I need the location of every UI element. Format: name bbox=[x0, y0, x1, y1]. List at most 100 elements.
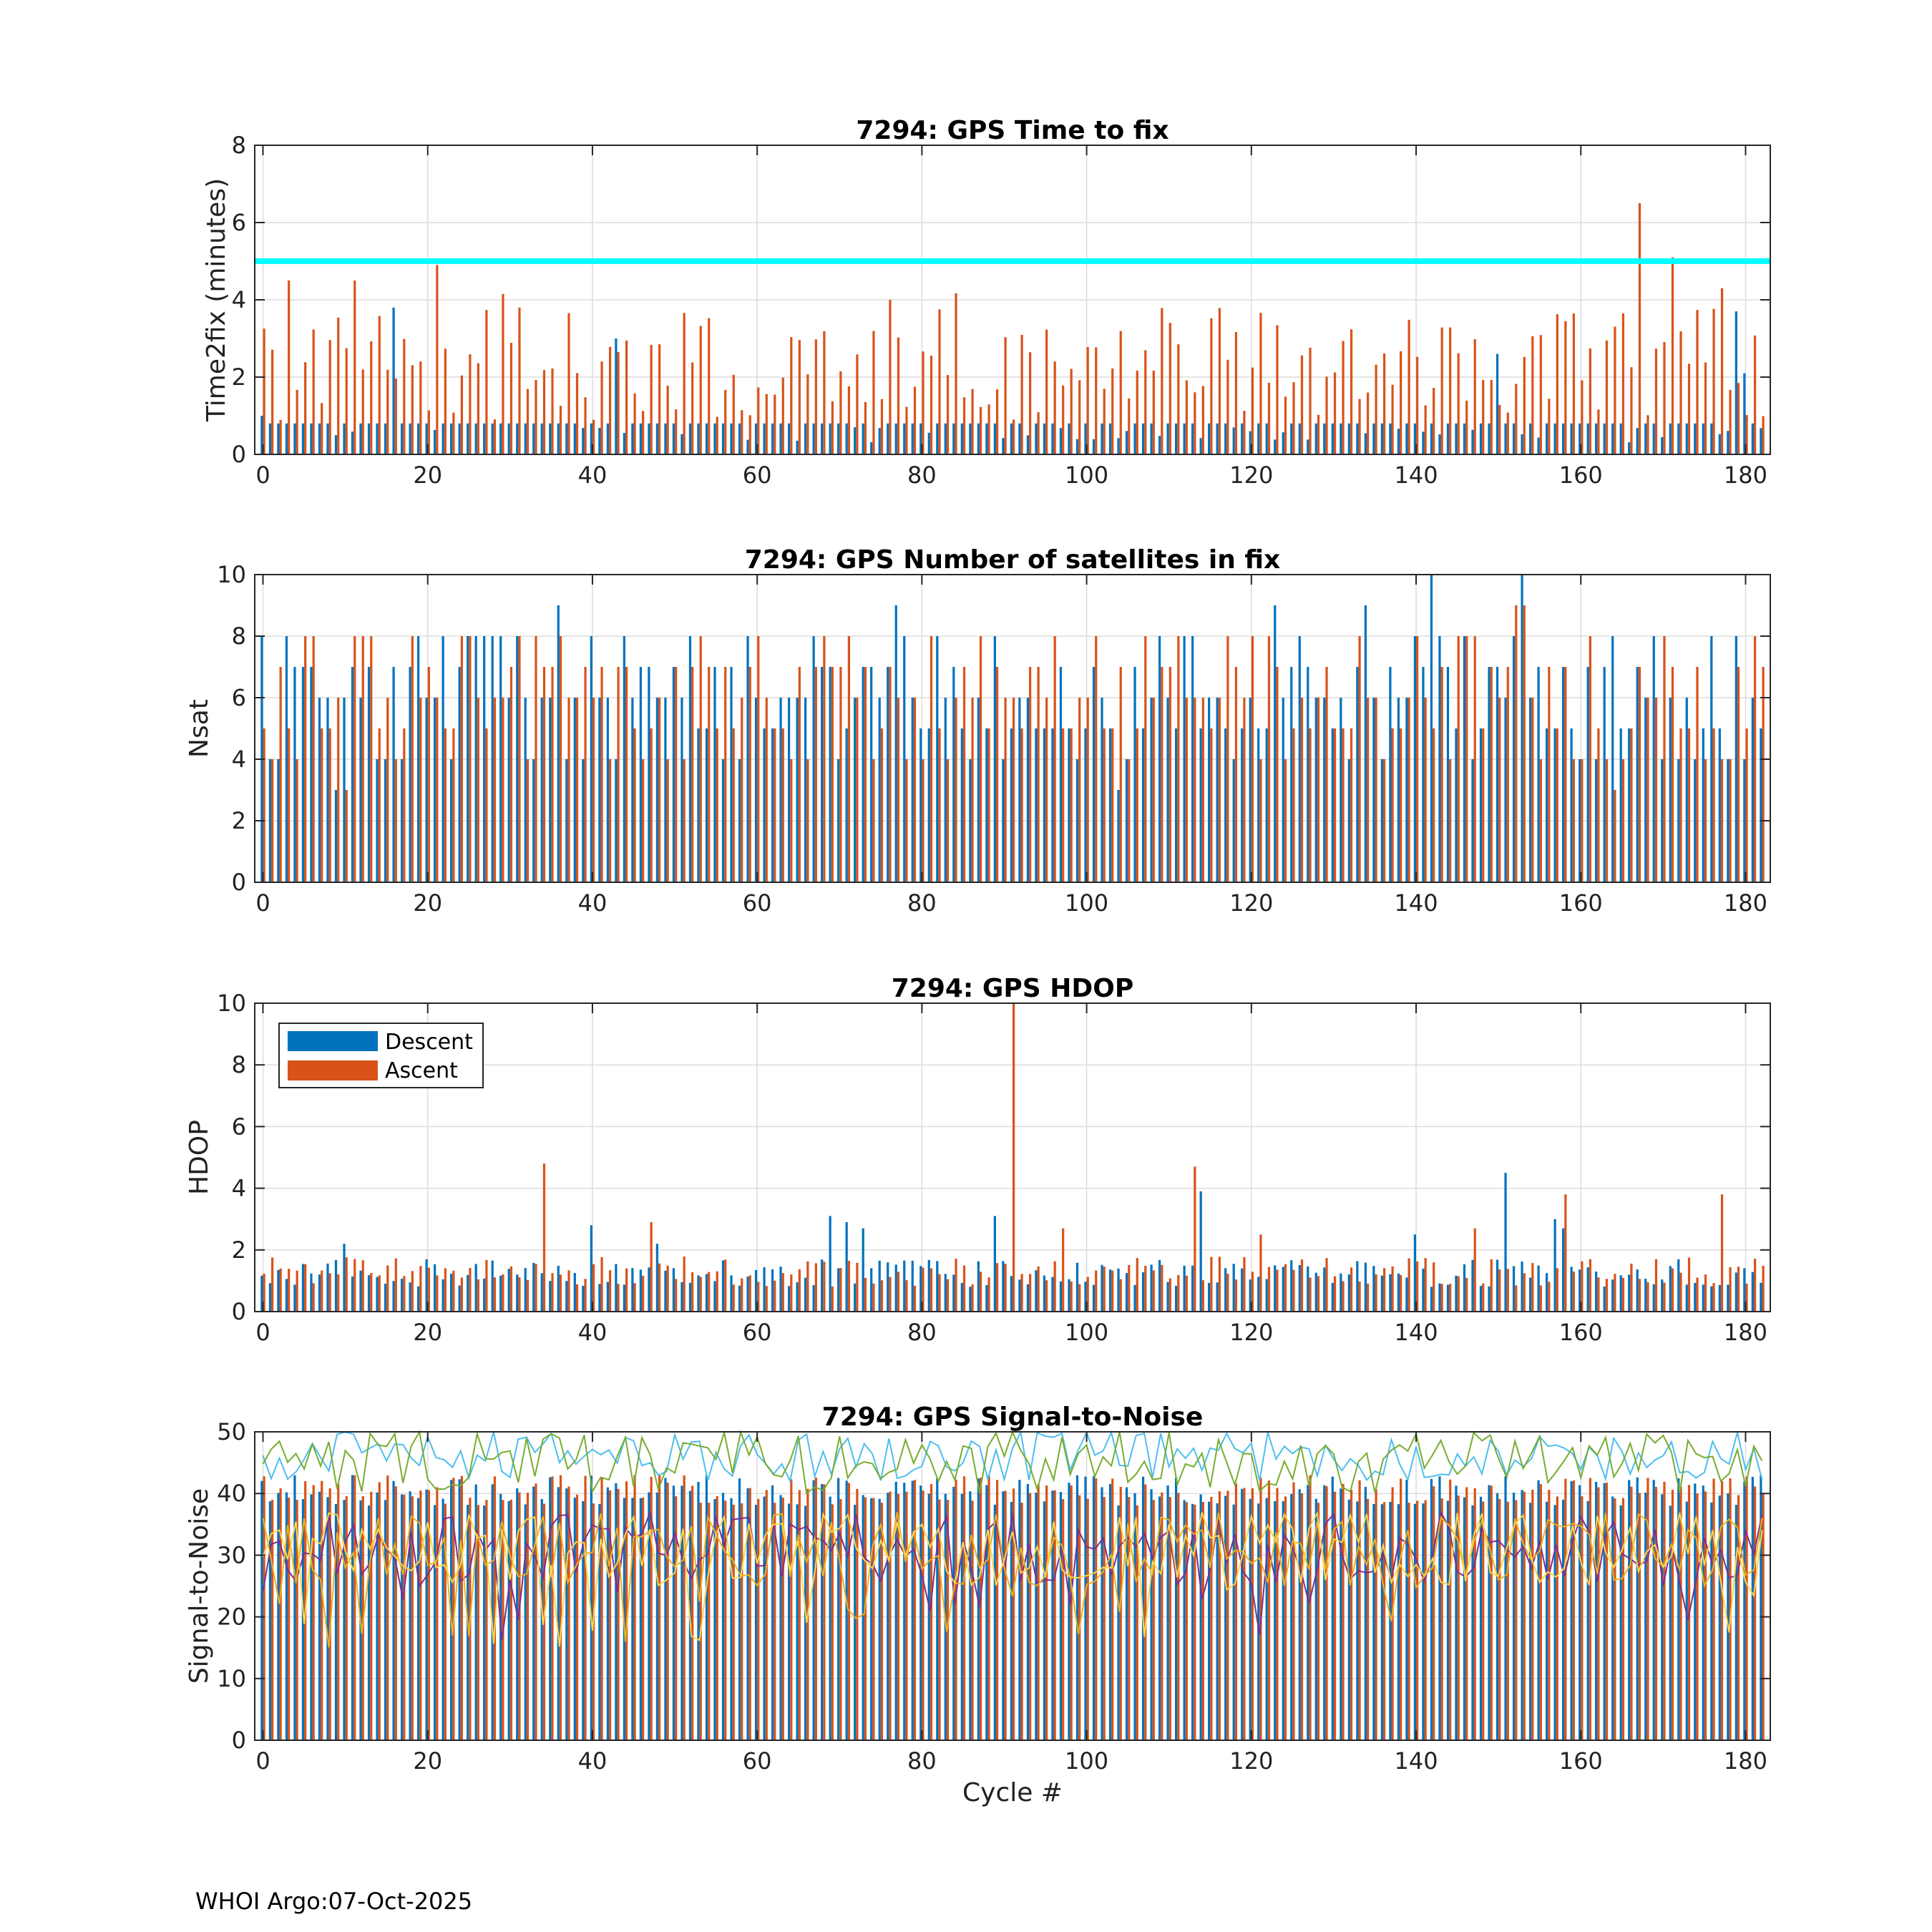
bar-descent bbox=[499, 1493, 502, 1740]
bar-descent bbox=[1307, 667, 1309, 882]
bar-descent bbox=[1340, 423, 1342, 454]
bar-ascent bbox=[1687, 364, 1691, 454]
bar-descent bbox=[738, 1478, 741, 1740]
bar-descent bbox=[845, 423, 848, 454]
bar-ascent bbox=[1276, 1269, 1279, 1312]
bar-ascent bbox=[1210, 1257, 1213, 1312]
bar-descent bbox=[1174, 1285, 1178, 1312]
bar-descent bbox=[1035, 1270, 1038, 1312]
bar-descent bbox=[862, 1495, 864, 1740]
x-tick-label: 80 bbox=[907, 1747, 937, 1775]
bar-descent bbox=[1265, 728, 1268, 882]
bar-descent bbox=[1727, 759, 1729, 882]
bar-ascent bbox=[1745, 415, 1748, 454]
bar-descent bbox=[952, 1486, 955, 1740]
bar-ascent bbox=[1621, 1277, 1625, 1312]
bar-ascent bbox=[584, 397, 587, 454]
bar-descent bbox=[779, 698, 782, 882]
bar-ascent bbox=[1284, 1496, 1287, 1740]
bar-ascent bbox=[625, 340, 628, 454]
bar-descent bbox=[1183, 423, 1186, 454]
bar-descent bbox=[1356, 423, 1359, 454]
bar-ascent bbox=[542, 1503, 546, 1740]
bar-ascent bbox=[328, 340, 331, 454]
bar-ascent bbox=[1548, 1282, 1551, 1312]
bar-ascent bbox=[658, 1475, 661, 1740]
bar-ascent bbox=[1226, 359, 1229, 454]
bar-ascent bbox=[1095, 1270, 1098, 1312]
bar-descent bbox=[1323, 1267, 1326, 1312]
bar-descent bbox=[1504, 1476, 1507, 1740]
bar-descent bbox=[1669, 1266, 1672, 1312]
bar-ascent bbox=[526, 1279, 530, 1312]
bar-descent bbox=[1652, 1480, 1655, 1740]
bar-ascent bbox=[460, 636, 463, 882]
bar-ascent bbox=[1218, 1491, 1221, 1740]
bar-ascent bbox=[436, 1275, 439, 1312]
bar-descent bbox=[524, 423, 527, 454]
bar-ascent bbox=[790, 1274, 793, 1312]
bar-ascent bbox=[1375, 364, 1377, 454]
bar-descent bbox=[837, 759, 840, 882]
x-tick-label: 60 bbox=[743, 1319, 772, 1346]
bar-ascent bbox=[741, 698, 743, 882]
bar-ascent bbox=[279, 667, 282, 882]
bar-ascent bbox=[1259, 759, 1262, 882]
bar-descent bbox=[697, 728, 700, 882]
bar-ascent bbox=[806, 374, 809, 454]
bar-descent bbox=[1158, 1496, 1161, 1740]
bar-ascent bbox=[1762, 667, 1765, 882]
bar-descent bbox=[812, 1480, 815, 1740]
bar-ascent bbox=[1597, 409, 1600, 454]
bar-ascent bbox=[1382, 1502, 1386, 1740]
bar-descent bbox=[1562, 1499, 1565, 1740]
legend-label-ascent: Ascent bbox=[385, 1058, 458, 1083]
bar-descent bbox=[1208, 1501, 1211, 1740]
bar-ascent bbox=[361, 1260, 364, 1312]
x-tick-label: 80 bbox=[907, 462, 937, 489]
bar-ascent bbox=[288, 1269, 291, 1312]
bar-ascent bbox=[1465, 1487, 1468, 1740]
bar-ascent bbox=[708, 1503, 711, 1740]
bar-ascent bbox=[642, 1275, 645, 1312]
bar-ascent bbox=[1473, 1228, 1476, 1312]
bar-ascent bbox=[625, 667, 628, 882]
bar-ascent bbox=[872, 759, 875, 882]
bar-descent bbox=[1735, 1505, 1737, 1740]
bar-descent bbox=[1562, 667, 1565, 882]
bar-ascent bbox=[1317, 414, 1320, 454]
axes-box bbox=[254, 574, 1771, 883]
bar-ascent bbox=[1621, 759, 1625, 882]
bar-descent bbox=[821, 667, 824, 882]
bar-descent bbox=[590, 1225, 592, 1312]
y-tick-label: 6 bbox=[232, 684, 246, 711]
bar-descent bbox=[1743, 759, 1746, 882]
bar-descent bbox=[1545, 1273, 1548, 1312]
bar-descent bbox=[664, 1270, 667, 1312]
bar-ascent bbox=[699, 1503, 702, 1740]
bar-ascent bbox=[1358, 399, 1361, 454]
bar-ascent bbox=[1234, 1483, 1238, 1740]
bar-descent bbox=[441, 423, 444, 454]
bar-descent bbox=[631, 1268, 634, 1312]
bar-descent bbox=[960, 1493, 963, 1740]
bar-ascent bbox=[922, 1491, 924, 1740]
bar-descent bbox=[1141, 1272, 1145, 1312]
bar-descent bbox=[631, 698, 634, 882]
bar-descent bbox=[845, 728, 848, 882]
bar-descent bbox=[1743, 1481, 1746, 1740]
bar-descent bbox=[845, 1480, 848, 1740]
bar-descent bbox=[1068, 1483, 1070, 1740]
bar-descent bbox=[590, 636, 592, 882]
bar-ascent bbox=[1523, 1273, 1526, 1312]
bar-descent bbox=[1743, 373, 1746, 454]
y-tick-label: 20 bbox=[217, 1604, 246, 1631]
bar-ascent bbox=[1449, 1479, 1452, 1740]
bar-descent bbox=[993, 423, 996, 454]
bar-ascent bbox=[633, 393, 636, 454]
bar-ascent bbox=[1243, 411, 1246, 454]
bar-ascent bbox=[864, 1277, 867, 1312]
bar-ascent bbox=[1745, 1476, 1748, 1740]
bar-ascent bbox=[938, 728, 941, 882]
bar-ascent bbox=[1194, 1166, 1196, 1312]
